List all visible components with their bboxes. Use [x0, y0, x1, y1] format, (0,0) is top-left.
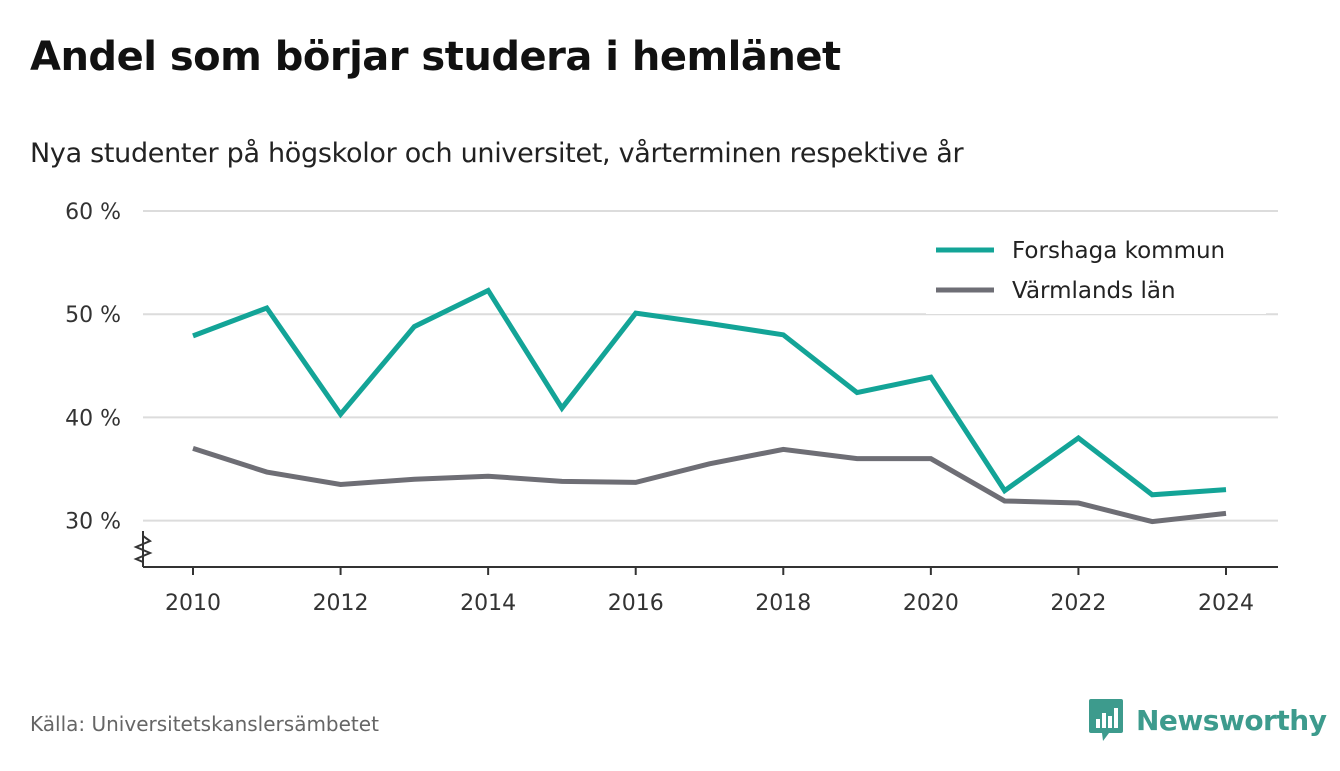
- x-tick-label: 2022: [1050, 591, 1106, 616]
- legend-label: Värmlands län: [1012, 278, 1176, 304]
- source-note: Källa: Universitetskanslersämbetet: [30, 712, 379, 736]
- legend: Forshaga kommun Värmlands län: [926, 228, 1266, 314]
- x-tick-label: 2020: [903, 591, 959, 616]
- legend-background: [926, 228, 1266, 314]
- brand-name: Newsworthy: [1136, 703, 1327, 737]
- axis-break-icon: [133, 531, 153, 563]
- x-tick-label: 2016: [608, 591, 664, 616]
- chart-subtitle: Nya studenter på högskolor och universit…: [30, 138, 964, 169]
- series-line: [192, 287, 1227, 498]
- x-tick-label: 2018: [755, 591, 811, 616]
- gridlines: [143, 210, 1278, 522]
- axes: 30 % 40 % 50 % 60 % 2010 2012 2014 2016 2018 2020…: [65, 200, 1278, 616]
- x-tick-label: 2024: [1198, 591, 1254, 616]
- y-tick-label: 60 %: [65, 200, 121, 225]
- newsworthy-logo-icon: [1089, 699, 1123, 741]
- series-line: [192, 445, 1227, 525]
- y-tick-label: 50 %: [65, 303, 121, 328]
- brand-logo[interactable]: Newsworthy: [1088, 697, 1327, 743]
- y-tick-label: 30 %: [65, 510, 121, 535]
- x-tick-label: 2014: [460, 591, 516, 616]
- x-tick-label: 2010: [165, 591, 221, 616]
- legend-label: Forshaga kommun: [1012, 238, 1225, 264]
- chart-title: Andel som börjar studera i hemlänet: [30, 34, 841, 80]
- x-tick-label: 2012: [313, 591, 369, 616]
- y-tick-label: 40 %: [65, 406, 121, 431]
- series-lines: [192, 287, 1227, 525]
